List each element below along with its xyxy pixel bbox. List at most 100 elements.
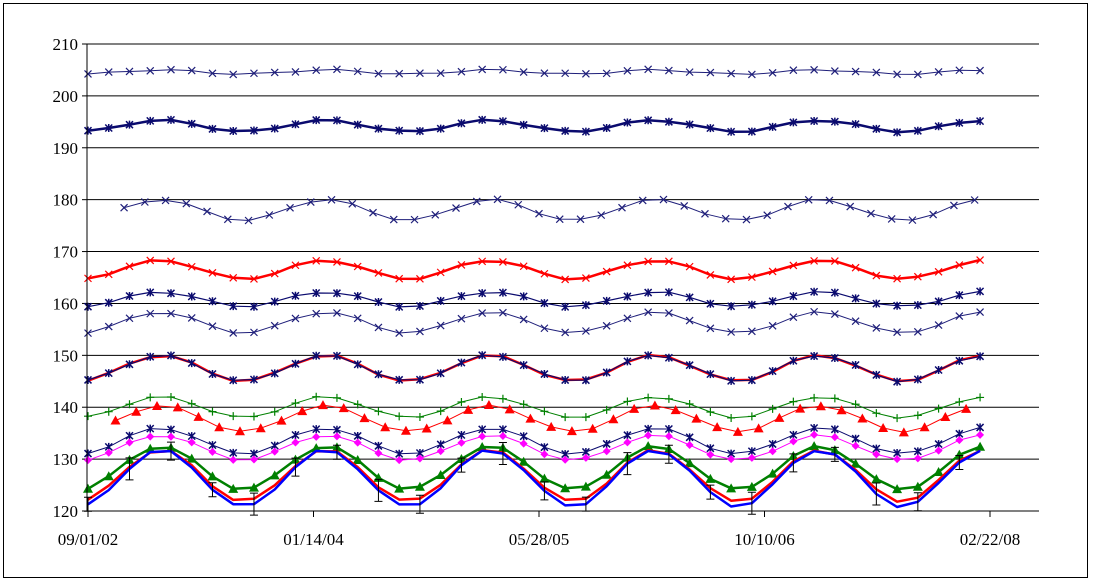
data-point	[187, 438, 196, 447]
data-point	[954, 449, 965, 459]
data-point	[228, 483, 239, 493]
data-point	[830, 310, 839, 318]
data-point	[561, 376, 570, 385]
data-point	[104, 407, 113, 416]
data-point	[312, 392, 321, 401]
y-tick-label: 180	[53, 191, 79, 210]
data-point	[810, 287, 819, 296]
data-point	[327, 195, 336, 204]
data-point	[872, 409, 881, 418]
data-point	[587, 423, 598, 433]
series-line	[87, 449, 981, 509]
data-point	[140, 198, 149, 206]
data-point	[208, 447, 217, 456]
data-point	[395, 126, 404, 135]
y-tick-label: 140	[53, 398, 79, 417]
data-point	[664, 424, 673, 434]
data-point	[601, 469, 612, 479]
data-point	[561, 69, 570, 78]
data-point	[498, 308, 507, 317]
series-line	[87, 444, 981, 491]
series-8	[83, 351, 985, 386]
data-point	[789, 437, 798, 446]
data-point	[291, 359, 300, 368]
data-point	[519, 432, 528, 441]
data-point	[670, 405, 681, 415]
data-point	[395, 274, 404, 283]
data-point	[518, 456, 529, 466]
data-point	[415, 127, 424, 136]
data-point	[810, 430, 819, 439]
data-point	[478, 289, 487, 298]
data-point	[732, 426, 743, 436]
data-point	[955, 436, 964, 445]
data-point	[747, 412, 756, 421]
series-3	[120, 195, 979, 225]
data-point	[436, 69, 445, 78]
data-point	[498, 65, 507, 74]
data-point	[913, 454, 922, 463]
data-point	[145, 443, 156, 453]
series-11	[83, 423, 985, 459]
data-point	[955, 312, 964, 321]
data-point	[810, 116, 819, 126]
data-point	[208, 322, 217, 331]
data-point	[270, 68, 279, 77]
data-point	[291, 430, 300, 440]
data-point	[208, 441, 217, 450]
data-point	[644, 308, 653, 317]
data-point	[229, 376, 238, 385]
data-point	[705, 473, 716, 483]
series-line	[87, 68, 981, 75]
data-point	[872, 68, 881, 77]
data-point	[913, 70, 922, 79]
data-point	[229, 126, 238, 136]
data-point	[789, 292, 798, 301]
error-bar	[955, 455, 964, 471]
data-point	[83, 375, 93, 384]
series-10	[110, 399, 972, 437]
data-point	[789, 261, 798, 270]
data-point	[353, 67, 362, 76]
data-point	[415, 375, 424, 384]
data-point	[369, 208, 377, 217]
data-point	[893, 328, 902, 337]
y-tick-label: 160	[53, 294, 79, 313]
x-tick-label: 02/22/08	[960, 530, 1020, 549]
data-point	[270, 369, 279, 378]
data-point	[421, 423, 432, 433]
data-point	[229, 70, 238, 79]
x-tick-labels: 09/01/02 01/14/04 05/28/05 10/10/06 02/22/08	[58, 530, 1020, 549]
data-point	[172, 402, 183, 412]
data-point	[374, 441, 383, 450]
y-tick-label: 130	[53, 450, 79, 469]
data-point	[291, 261, 300, 270]
data-point	[187, 119, 196, 128]
data-point	[539, 473, 550, 483]
data-point	[789, 313, 798, 322]
data-point	[629, 403, 640, 413]
data-point	[312, 309, 321, 318]
data-point	[442, 415, 453, 425]
data-point	[809, 441, 820, 451]
data-point	[187, 262, 196, 271]
data-point	[478, 425, 487, 434]
data-point	[493, 195, 502, 204]
data-point	[208, 69, 217, 78]
data-point	[519, 292, 528, 301]
data-point	[286, 203, 294, 212]
data-point	[602, 123, 611, 132]
data-point	[120, 203, 129, 212]
data-point	[452, 204, 460, 212]
data-point	[830, 67, 839, 75]
data-point	[270, 269, 279, 278]
data-point	[976, 117, 985, 126]
data-point	[103, 471, 114, 481]
data-point	[768, 367, 777, 376]
data-point	[721, 214, 730, 223]
data-point	[908, 216, 917, 225]
data-point	[851, 441, 860, 450]
data-point	[581, 413, 590, 422]
data-point	[229, 412, 238, 421]
data-point	[457, 358, 466, 367]
